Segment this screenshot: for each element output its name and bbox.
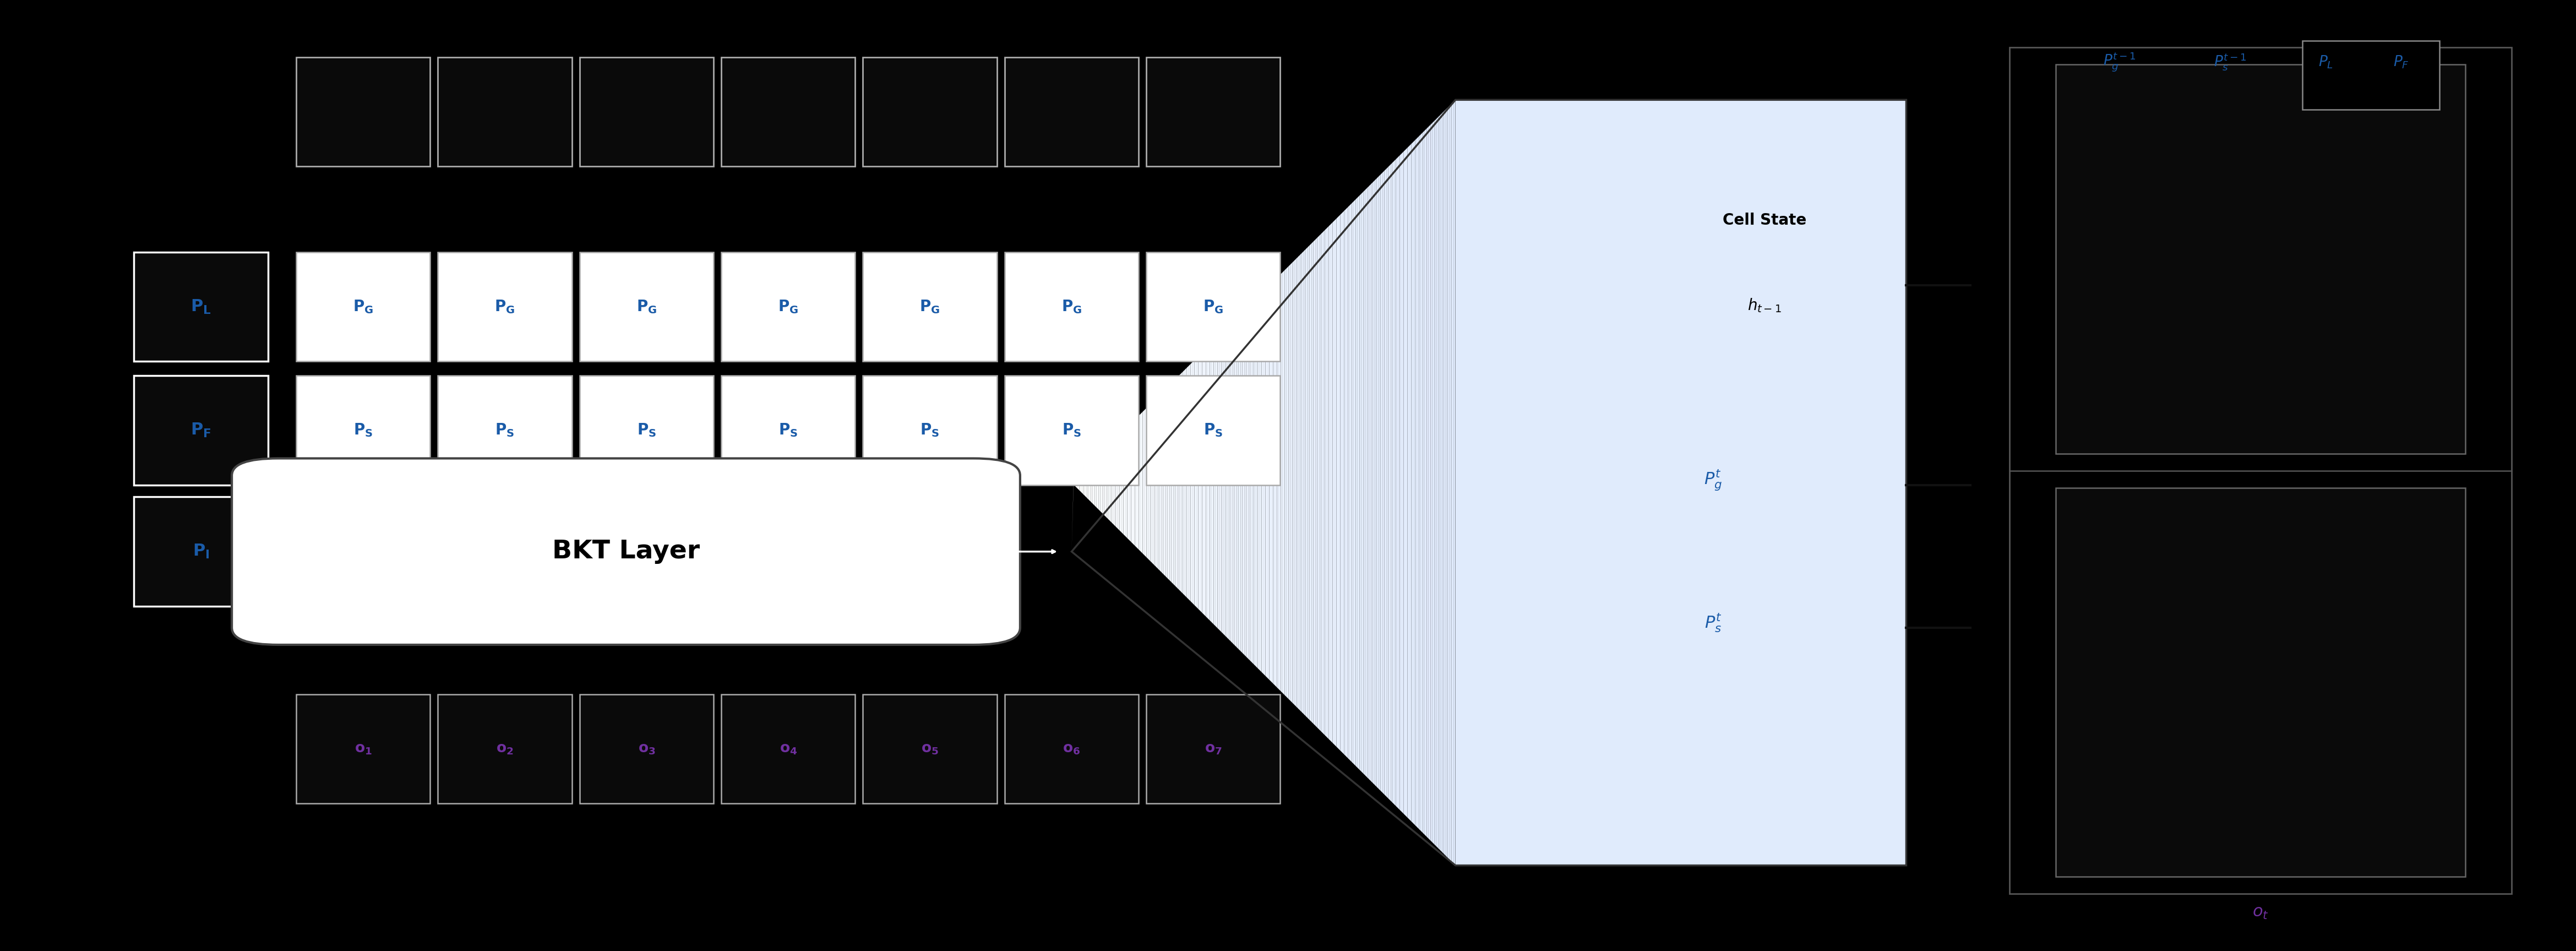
Text: $\mathbf{o_{7}}$: $\mathbf{o_{7}}$ [1206,742,1221,756]
Text: $\mathbf{P_G}$: $\mathbf{P_G}$ [353,299,374,315]
Bar [296,57,430,166]
Text: $P_F$: $P_F$ [2393,54,2409,69]
Text: $\mathbf{P_G}$: $\mathbf{P_G}$ [1203,299,1224,315]
Bar [1005,376,1139,485]
Bar [1146,57,1280,166]
Text: $\mathbf{o_{5}}$: $\mathbf{o_{5}}$ [922,742,938,756]
Text: $\mathbf{P_S}$: $\mathbf{P_S}$ [495,422,515,438]
Text: $\mathbf{P_G}$: $\mathbf{P_G}$ [1061,299,1082,315]
Text: $\mathbf{P_G}$: $\mathbf{P_G}$ [495,299,515,315]
Bar [134,252,268,361]
Bar [580,252,714,361]
Text: $\mathbf{P_L}$: $\mathbf{P_L}$ [191,298,211,316]
Bar [438,376,572,485]
Text: $P_g^t$: $P_g^t$ [1703,468,1723,493]
FancyBboxPatch shape [232,458,1020,645]
Text: $\mathbf{o_{3}}$: $\mathbf{o_{3}}$ [639,742,654,756]
Bar [2056,488,2465,877]
Text: $h_7$: $h_7$ [997,506,1012,523]
Text: BKT Layer: BKT Layer [551,539,701,564]
Bar [1146,694,1280,804]
Text: $o_t$: $o_t$ [2251,905,2269,921]
Bar [296,694,430,804]
Text: $\mathbf{P_I}$: $\mathbf{P_I}$ [193,543,209,560]
Bar [134,496,268,607]
Bar [721,57,855,166]
Text: $\mathbf{P_S}$: $\mathbf{P_S}$ [353,422,374,438]
Text: $P_s^{t-1}$: $P_s^{t-1}$ [2213,52,2246,71]
Bar [863,694,997,804]
Text: Cell State: Cell State [1723,213,1806,228]
Bar [580,57,714,166]
Bar [721,252,855,361]
Bar [863,252,997,361]
Text: $P_g^{t-1}$: $P_g^{t-1}$ [2105,50,2136,73]
Bar [580,694,714,804]
Text: $\mathbf{P_G}$: $\mathbf{P_G}$ [636,299,657,315]
Text: $\mathbf{P_S}$: $\mathbf{P_S}$ [920,422,940,438]
Bar [1146,376,1280,485]
Text: $h_{t-1}$: $h_{t-1}$ [1747,297,1783,314]
Bar [1005,694,1139,804]
Text: $\mathbf{P_G}$: $\mathbf{P_G}$ [920,299,940,315]
Text: $\mathbf{o_{6}}$: $\mathbf{o_{6}}$ [1064,742,1079,756]
Text: $\mathbf{o_{4}}$: $\mathbf{o_{4}}$ [781,742,796,756]
Bar [1455,100,1906,865]
Bar [721,694,855,804]
Bar [863,57,997,166]
Bar [1146,252,1280,361]
Bar [721,376,855,485]
Bar [1005,252,1139,361]
Text: $P_L$: $P_L$ [2318,54,2334,69]
Text: $\mathbf{P_G}$: $\mathbf{P_G}$ [778,299,799,315]
Text: $\mathbf{P_S}$: $\mathbf{P_S}$ [1061,422,1082,438]
Bar [2009,48,2512,894]
Bar [438,694,572,804]
Bar [296,376,430,485]
Text: $\mathbf{P_S}$: $\mathbf{P_S}$ [778,422,799,438]
Text: $\mathbf{P_F}$: $\mathbf{P_F}$ [191,421,211,439]
Bar [2303,41,2439,109]
Bar [134,376,268,485]
Bar [580,376,714,485]
Bar [2056,65,2465,454]
Bar [863,376,997,485]
Bar [1005,57,1139,166]
Text: $\mathbf{o_{1}}$: $\mathbf{o_{1}}$ [355,742,371,756]
Bar [296,252,430,361]
Bar [438,252,572,361]
Text: $P_s^t$: $P_s^t$ [1705,611,1721,634]
Text: $\mathbf{o_{2}}$: $\mathbf{o_{2}}$ [497,742,513,756]
Text: $\mathbf{P_S}$: $\mathbf{P_S}$ [1203,422,1224,438]
Text: $\mathbf{P_S}$: $\mathbf{P_S}$ [636,422,657,438]
Bar [438,57,572,166]
